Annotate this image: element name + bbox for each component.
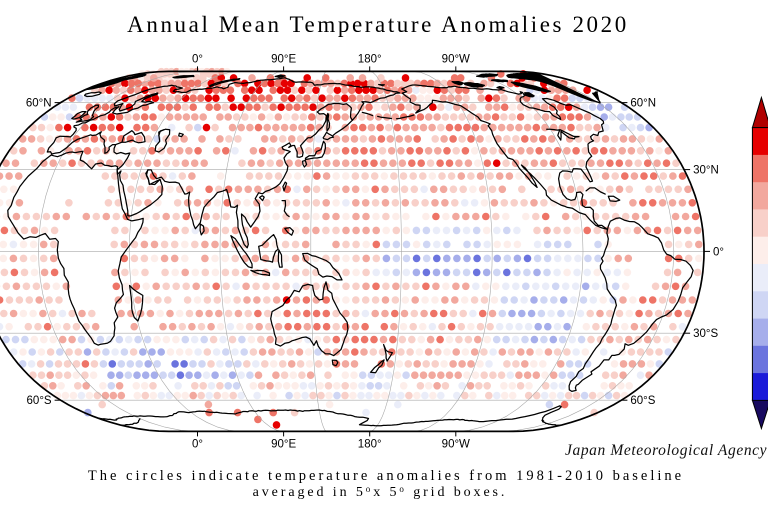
- svg-text:90°E: 90°E: [271, 438, 296, 450]
- svg-text:90°W: 90°W: [442, 438, 470, 450]
- svg-text:60°N: 60°N: [630, 98, 656, 110]
- svg-text:90°W: 90°W: [442, 53, 470, 65]
- svg-text:Annual Mean Temperature Anomal: Annual Mean Temperature Anomalies 2020: [127, 12, 629, 37]
- svg-text:60°S: 60°S: [630, 395, 655, 407]
- svg-text:The circles indicate temperatu: The circles indicate temperature anomali…: [88, 468, 684, 484]
- svg-text:30°S: 30°S: [693, 328, 718, 340]
- svg-text:180°: 180°: [358, 438, 382, 450]
- svg-text:90°E: 90°E: [271, 53, 296, 65]
- svg-text:Japan Meteorological Agency: Japan Meteorological Agency: [565, 442, 767, 459]
- svg-text:60°N: 60°N: [26, 98, 52, 110]
- svg-text:0°: 0°: [192, 438, 203, 450]
- svg-text:30°N: 30°N: [693, 165, 719, 177]
- svg-text:averaged in 5ox 5o grid boxes.: averaged in 5ox 5o grid boxes.: [253, 484, 508, 500]
- svg-text:180°: 180°: [358, 53, 382, 65]
- svg-text:0°: 0°: [192, 53, 203, 65]
- svg-text:0°: 0°: [713, 246, 724, 258]
- svg-text:60°S: 60°S: [27, 395, 52, 407]
